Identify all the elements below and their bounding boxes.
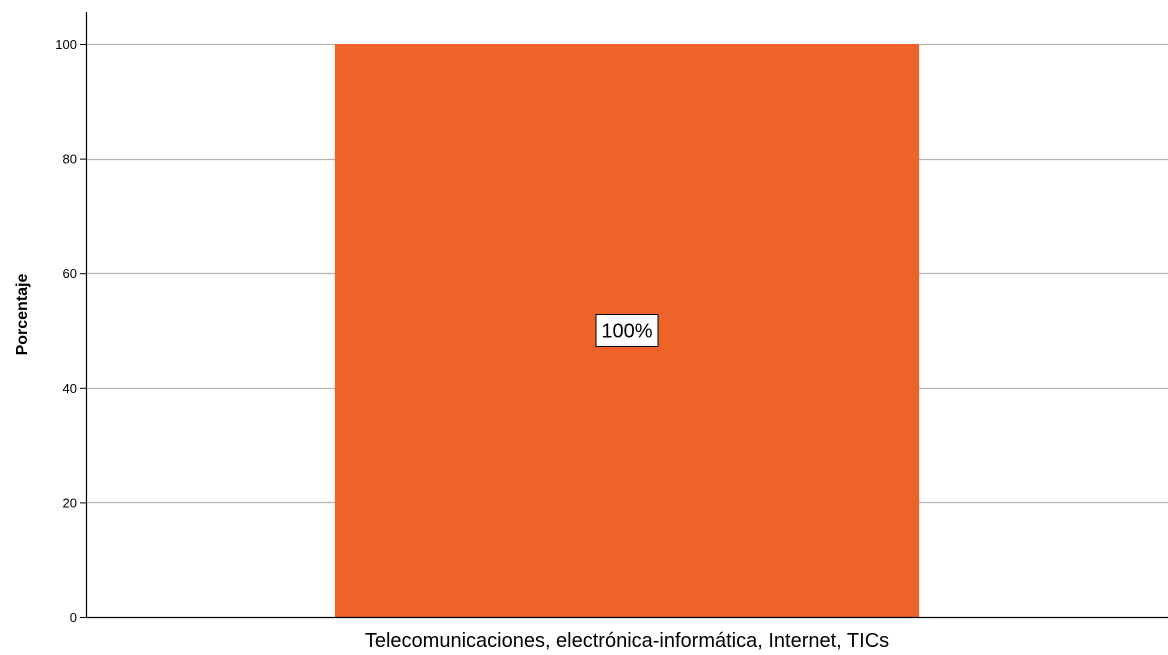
y-tick-label: 60 bbox=[63, 266, 77, 281]
data-label-text: 100% bbox=[601, 321, 652, 343]
y-tick-label: 20 bbox=[63, 495, 77, 510]
y-axis-title: Porcentaje bbox=[14, 273, 31, 355]
data-labels: 100% bbox=[595, 314, 659, 347]
data-label-box bbox=[595, 314, 659, 347]
axes bbox=[85, 12, 1168, 619]
y-tick-label: 40 bbox=[63, 381, 77, 396]
y-tick-label: 100 bbox=[55, 37, 77, 52]
y-tick-labels: 0 20 40 60 80 100 bbox=[55, 37, 86, 625]
x-tick-labels: Telecomunicaciones, electrónica-informát… bbox=[365, 630, 889, 652]
y-tick-label: 0 bbox=[70, 610, 77, 625]
data-label: 100% bbox=[595, 314, 659, 347]
y-tick-label: 80 bbox=[63, 152, 77, 167]
x-tick-label: Telecomunicaciones, electrónica-informát… bbox=[365, 630, 889, 652]
